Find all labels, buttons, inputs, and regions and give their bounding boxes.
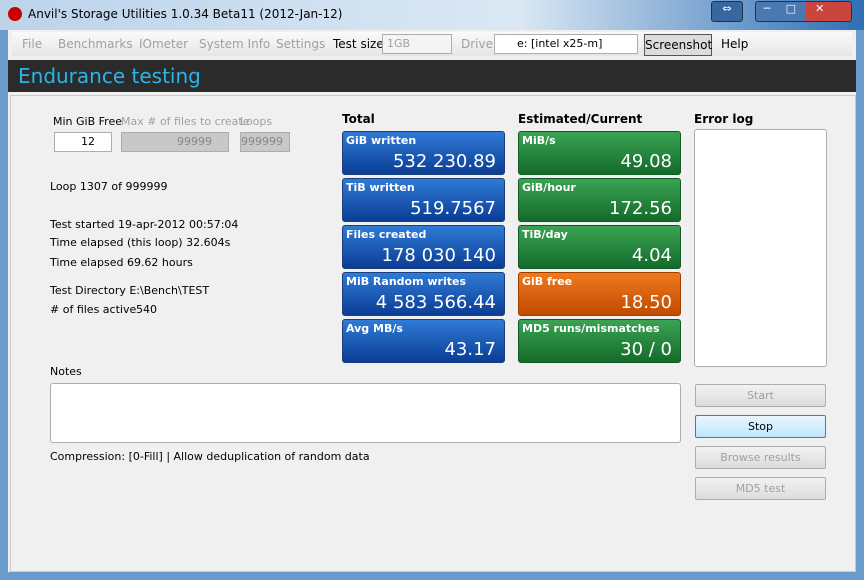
min-free-input[interactable]: 12	[54, 132, 112, 152]
tile-value: 172.56	[609, 198, 672, 219]
tile-value: 4.04	[631, 245, 672, 266]
stat-tile: Avg MB/s 43.17	[342, 319, 505, 363]
drive-combo[interactable]: e: [intel x25-m]	[494, 34, 638, 54]
screenshot-button[interactable]: Screenshot	[644, 34, 712, 56]
tile-label: TiB written	[346, 181, 415, 194]
loops-input[interactable]: 999999	[240, 132, 290, 152]
tile-label: MD5 runs/mismatches	[522, 322, 660, 335]
stat-tile: MiB/s 49.08	[518, 131, 681, 175]
help-menu[interactable]: Help	[721, 37, 749, 51]
window-controls[interactable]: ─ □ ✕	[755, 1, 852, 22]
stop-button[interactable]: Stop	[695, 415, 826, 438]
tile-value: 43.17	[444, 339, 496, 360]
tile-value: 178 030 140	[381, 245, 496, 266]
app-icon	[8, 7, 22, 21]
tile-value: 30 / 0	[620, 339, 672, 360]
section-title: Total	[342, 112, 375, 126]
tile-value: 4 583 566.44	[375, 292, 496, 313]
md5-button[interactable]: MD5 test	[695, 477, 826, 500]
menu-item[interactable]: IOmeter	[139, 37, 189, 51]
status-text: Time elapsed (this loop) 32.604s	[50, 236, 231, 249]
compression-text: Compression: [0-Fill] | Allow deduplicat…	[50, 450, 370, 463]
tile-label: GiB written	[346, 134, 417, 147]
tile-value: 18.50	[620, 292, 672, 313]
status-text: Test started 19-apr-2012 00:57:04	[50, 218, 239, 231]
status-text: Loop 1307 of 999999	[50, 180, 168, 193]
tile-label: Files created	[346, 228, 427, 241]
stat-tile: MiB Random writes 4 583 566.44	[342, 272, 505, 316]
menu-item[interactable]: Benchmarks	[58, 37, 133, 51]
header-title: Endurance testing	[18, 64, 201, 88]
stat-tile: MD5 runs/mismatches 30 / 0	[518, 319, 681, 363]
max-files-input[interactable]: 99999	[121, 132, 229, 152]
tile-label: GiB/hour	[522, 181, 576, 194]
tile-label: MiB Random writes	[346, 275, 467, 288]
tile-value: 519.7567	[410, 198, 496, 219]
notes-box[interactable]	[50, 383, 681, 443]
status-value: 540	[136, 303, 157, 316]
label: Max # of files to create	[121, 115, 250, 128]
tile-label: GiB free	[522, 275, 573, 288]
stat-tile: GiB written 532 230.89	[342, 131, 505, 175]
stat-tile: Files created 178 030 140	[342, 225, 505, 269]
tile-value: 49.08	[620, 151, 672, 172]
status-text: Time elapsed 69.62 hours	[50, 256, 193, 269]
status-text: Test Directory E:\Bench\TEST	[50, 284, 210, 297]
menu-item[interactable]: File	[22, 37, 43, 51]
tile-label: TiB/day	[522, 228, 568, 241]
status-text: # of files active	[50, 303, 137, 316]
label: Loops	[240, 115, 273, 128]
window-title: Anvil's Storage Utilities 1.0.34 Beta11 …	[28, 7, 343, 21]
header-bar	[8, 60, 856, 92]
section-title: Error log	[694, 112, 754, 126]
tile-label: Avg MB/s	[346, 322, 403, 335]
error-log[interactable]	[694, 129, 827, 367]
label: Min GiB Free	[53, 115, 122, 128]
test-size-combo[interactable]: 1GB	[382, 34, 452, 54]
menu-item[interactable]: Settings	[276, 37, 326, 51]
stat-tile: GiB free 18.50	[518, 272, 681, 316]
stat-tile: TiB written 519.7567	[342, 178, 505, 222]
browse-button[interactable]: Browse results	[695, 446, 826, 469]
section-title: Estimated/Current	[518, 112, 643, 126]
stat-tile: GiB/hour 172.56	[518, 178, 681, 222]
stat-tile: TiB/day 4.04	[518, 225, 681, 269]
tile-value: 532 230.89	[392, 151, 496, 172]
notes-label: Notes	[50, 365, 82, 378]
swap-button[interactable]: ⇔	[711, 1, 743, 22]
test-size-label: Test size	[333, 37, 384, 51]
start-button[interactable]: Start	[695, 384, 826, 407]
tile-label: MiB/s	[522, 134, 556, 147]
drive-label: Drive	[461, 37, 493, 51]
menu-item[interactable]: System Info	[199, 37, 271, 51]
